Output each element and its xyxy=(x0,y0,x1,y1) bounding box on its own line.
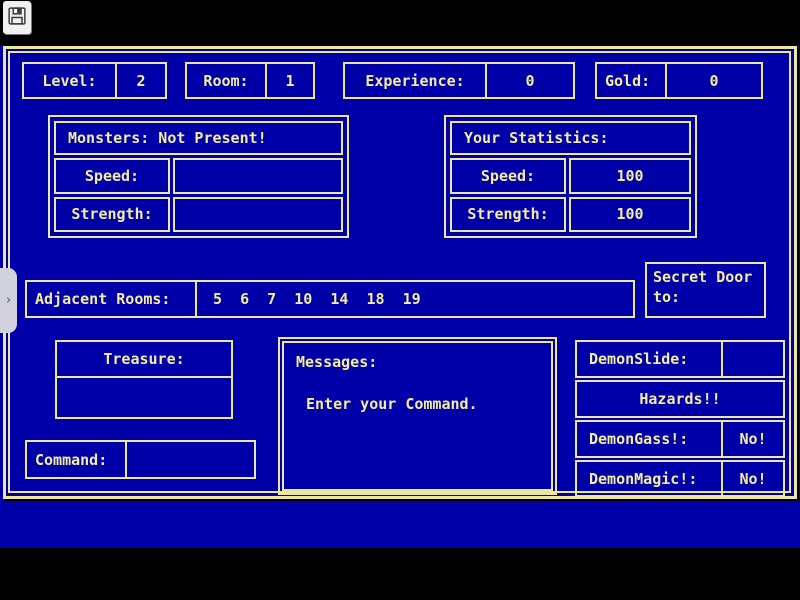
demonmagic-row: DemonMagic!: No! xyxy=(575,460,785,497)
secret-door-box: Secret Door to: xyxy=(645,262,766,318)
room-box: Room: 1 xyxy=(185,62,315,99)
command-label: Command: xyxy=(35,450,108,469)
player-strength-label: Strength: xyxy=(450,196,566,232)
player-strength-row: Strength: 100 xyxy=(450,196,691,232)
player-speed-value: 100 xyxy=(569,158,691,194)
player-speed-label: Speed: xyxy=(450,158,566,194)
player-stats-panel: Your Statistics: Speed: 100 Strength: 10… xyxy=(444,115,697,238)
gold-label: Gold: xyxy=(605,71,651,90)
demonslide-value xyxy=(721,342,783,376)
adjacent-rooms-values: 5 6 7 10 14 18 19 xyxy=(195,282,633,316)
gold-value: 0 xyxy=(665,64,761,97)
adjacent-rooms-box: Adjacent Rooms: 5 6 7 10 14 18 19 xyxy=(25,280,635,318)
monsters-strength-row: Strength: xyxy=(54,196,343,232)
demonslide-row: DemonSlide: xyxy=(575,340,785,378)
messages-inner-frame: Messages: Enter your Command. xyxy=(282,341,553,491)
save-icon xyxy=(7,6,27,30)
demonslide-label: DemonSlide: xyxy=(589,350,689,368)
level-value: 2 xyxy=(115,64,165,97)
monsters-header: Monsters: Not Present! xyxy=(54,121,343,155)
messages-box: Messages: Enter your Command. xyxy=(278,337,557,495)
chevron-right-icon: › xyxy=(4,293,13,308)
experience-box: Experience: 0 xyxy=(343,62,575,99)
experience-label: Experience: xyxy=(365,71,465,90)
level-box: Level: 2 xyxy=(22,62,167,99)
hazards-header: Hazards!! xyxy=(639,390,721,408)
command-box: Command: xyxy=(25,440,256,479)
desktop-background xyxy=(0,46,800,548)
monsters-panel: Monsters: Not Present! Speed: Strength: xyxy=(48,115,349,238)
demongass-row: DemonGass!: No! xyxy=(575,420,785,458)
command-input[interactable] xyxy=(125,442,254,477)
message-text: Enter your Command. xyxy=(306,395,478,413)
demongass-value: No! xyxy=(721,422,783,456)
demongass-label: DemonGass!: xyxy=(589,430,689,448)
experience-value: 0 xyxy=(485,64,573,97)
messages-header: Messages: xyxy=(296,353,378,371)
monsters-strength-label: Strength: xyxy=(54,196,170,232)
adjacent-rooms-label: Adjacent Rooms: xyxy=(35,290,171,308)
player-stats-header: Your Statistics: xyxy=(450,121,691,155)
treasure-box: Treasure: xyxy=(55,340,233,419)
monsters-speed-value xyxy=(173,158,343,194)
monsters-speed-row: Speed: xyxy=(54,158,343,194)
treasure-header: Treasure: xyxy=(57,342,231,378)
side-panel-toggle[interactable]: › xyxy=(0,268,17,333)
monsters-strength-value xyxy=(173,196,343,232)
gold-box: Gold: 0 xyxy=(595,62,763,99)
room-label: Room: xyxy=(203,71,249,90)
player-strength-value: 100 xyxy=(569,196,691,232)
player-speed-row: Speed: 100 xyxy=(450,158,691,194)
demonmagic-value: No! xyxy=(721,462,783,495)
treasure-value xyxy=(57,378,231,415)
save-button[interactable] xyxy=(3,1,31,34)
monsters-speed-label: Speed: xyxy=(54,158,170,194)
room-value: 1 xyxy=(265,64,313,97)
demonmagic-label: DemonMagic!: xyxy=(589,469,698,488)
hazards-row: Hazards!! xyxy=(575,380,785,418)
level-label: Level: xyxy=(42,71,97,90)
